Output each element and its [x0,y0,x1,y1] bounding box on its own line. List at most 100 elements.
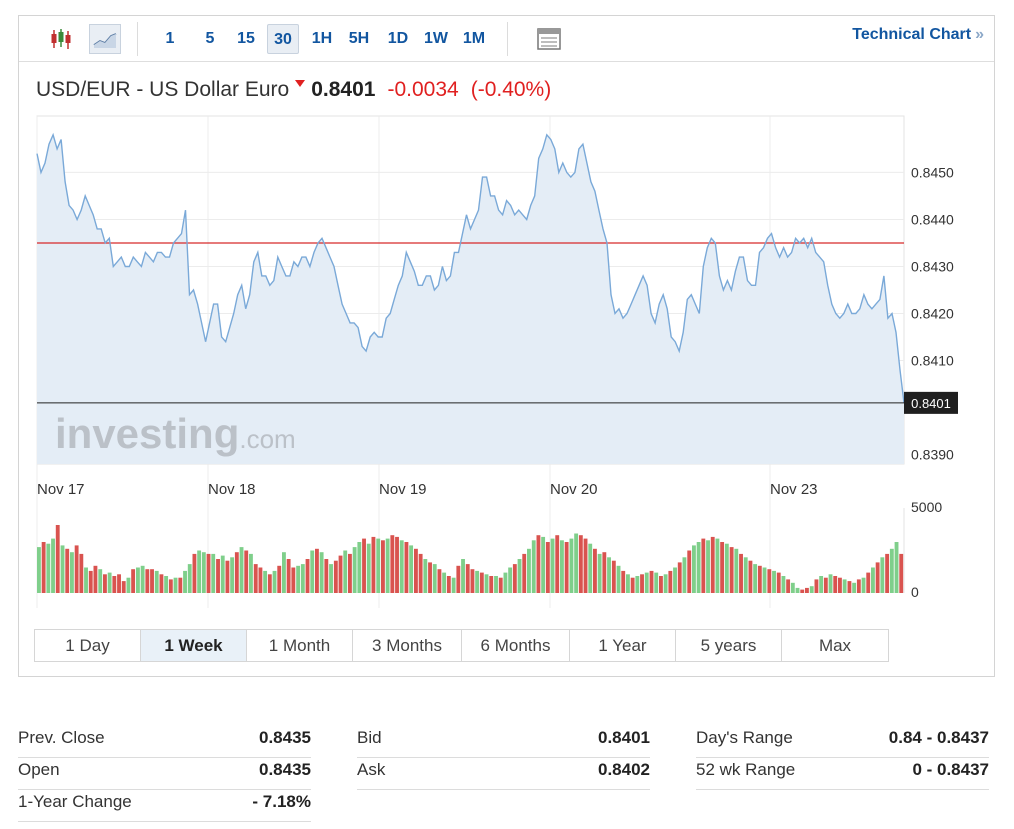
volume-bar [710,536,715,593]
range-1-year[interactable]: 1 Year [570,630,676,661]
volume-bar [197,550,202,593]
price-chart[interactable]: investing.com 0.8401 0.8450 0.8440 0.8430 0.8… [19,16,994,626]
volume-bar [823,577,828,593]
technical-chart-link[interactable]: Technical Chart» [852,26,984,44]
volume-bar [121,581,126,593]
y-tick-label: 0.8440 [911,211,954,227]
volume-bar [630,577,635,593]
volume-bar [239,547,244,593]
technical-chart-label: Technical Chart [852,26,972,43]
volume-bar [428,562,432,593]
volume-bar [178,577,183,593]
volume-bar [602,552,607,593]
volume-bar [668,570,673,593]
volume-bar [498,577,503,593]
volume-bar [489,576,494,593]
range-selector: 1 Day 1 Week 1 Month 3 Months 6 Months 1 Year… [34,629,889,662]
interval-1[interactable]: 1 [165,30,175,47]
x-tick-label: Nov 19 [379,481,427,498]
stat-value: 0.84 - 0.8437 [888,728,989,747]
volume-bar [60,545,65,593]
interval-1d[interactable]: 1D [387,30,409,47]
volume-bar [696,542,701,593]
interval-5h[interactable]: 5H [348,30,370,47]
y-tick-label: 0.8410 [911,353,954,369]
volume-bar [348,553,352,593]
volume-bar [263,570,268,593]
volume-bar [79,553,84,593]
volume-bar [456,565,461,593]
volume-bar [225,560,230,593]
volume-bar [385,538,390,593]
interval-1m[interactable]: 1M [462,30,486,47]
volume-bar [461,559,465,593]
volume-bar [560,540,564,593]
volume-bar [103,574,107,593]
interval-1w[interactable]: 1W [424,30,448,47]
stat-value: 0.8402 [598,760,650,779]
volume-bar [117,574,121,593]
stat-value: 0 - 0.8437 [912,760,989,779]
volume-bar [187,564,192,593]
volume-bar [776,572,781,593]
stats-col-1: Prev. Close 0.8435 Open 0.8435 1-Year Ch… [18,726,311,822]
volume-bar [286,559,291,593]
volume-bar [423,559,428,593]
interval-5[interactable]: 5 [205,30,215,47]
stats-col-3: Day's Range 0.84 - 0.8437 52 wk Range 0 … [696,726,989,790]
volume-bar [536,535,541,593]
price-line [36,132,905,403]
range-1-week[interactable]: 1 Week [141,630,247,661]
stat-52-wk-range: 52 wk Range 0 - 0.8437 [696,758,989,790]
volume-bar [847,581,852,593]
volume-bar [715,538,720,593]
volume-bar [234,552,239,593]
interval-30[interactable]: 30 [267,24,299,54]
volume-bar [211,553,216,593]
volume-bar [140,565,145,593]
volume-bar [65,548,70,593]
volume-bar [381,540,385,593]
chevron-right-icon: » [975,26,984,43]
range-6-months[interactable]: 6 Months [462,630,570,661]
volume-bar [724,543,729,593]
stat-label: 1-Year Change [18,792,132,811]
volume-bar [527,548,531,593]
volume-bar [296,565,301,593]
candlestick-chart-icon[interactable] [45,24,77,54]
range-5-years[interactable]: 5 years [676,630,782,661]
volume-bar [753,564,758,593]
volume-bar [470,569,475,593]
volume-bar [772,570,776,593]
volume-bar [555,535,560,593]
volume-bar [249,553,253,593]
volume-bar [230,557,235,593]
line-chart-icon[interactable] [89,24,121,54]
stat-label: Prev. Close [18,728,105,747]
range-3-months[interactable]: 3 Months [353,630,462,661]
stat-label: 52 wk Range [696,760,796,779]
volume-bar [564,542,569,593]
volume-bar [687,550,692,593]
volume-bar [588,543,593,593]
range-max[interactable]: Max [782,630,888,661]
table-view-icon[interactable] [533,24,565,54]
interval-1h[interactable]: 1H [311,30,333,47]
range-1-month[interactable]: 1 Month [247,630,353,661]
volume-bar [522,553,527,593]
interval-15[interactable]: 15 [237,30,255,47]
volume-bar [871,567,875,593]
volume-bar [757,565,762,593]
last-price-label: 0.8401 [911,396,951,411]
volume-tick-label: 5000 [911,499,942,515]
volume-bar [267,574,272,593]
volume-bar [442,572,447,593]
volume-bar [352,547,357,593]
volume-bar [70,552,74,593]
stat-1-year-change: 1-Year Change - 7.18% [18,790,311,822]
range-1-day[interactable]: 1 Day [35,630,141,661]
volume-bar [659,576,663,593]
volume-bar [517,559,522,593]
volume-bar [861,577,866,593]
volume-bar [93,565,98,593]
